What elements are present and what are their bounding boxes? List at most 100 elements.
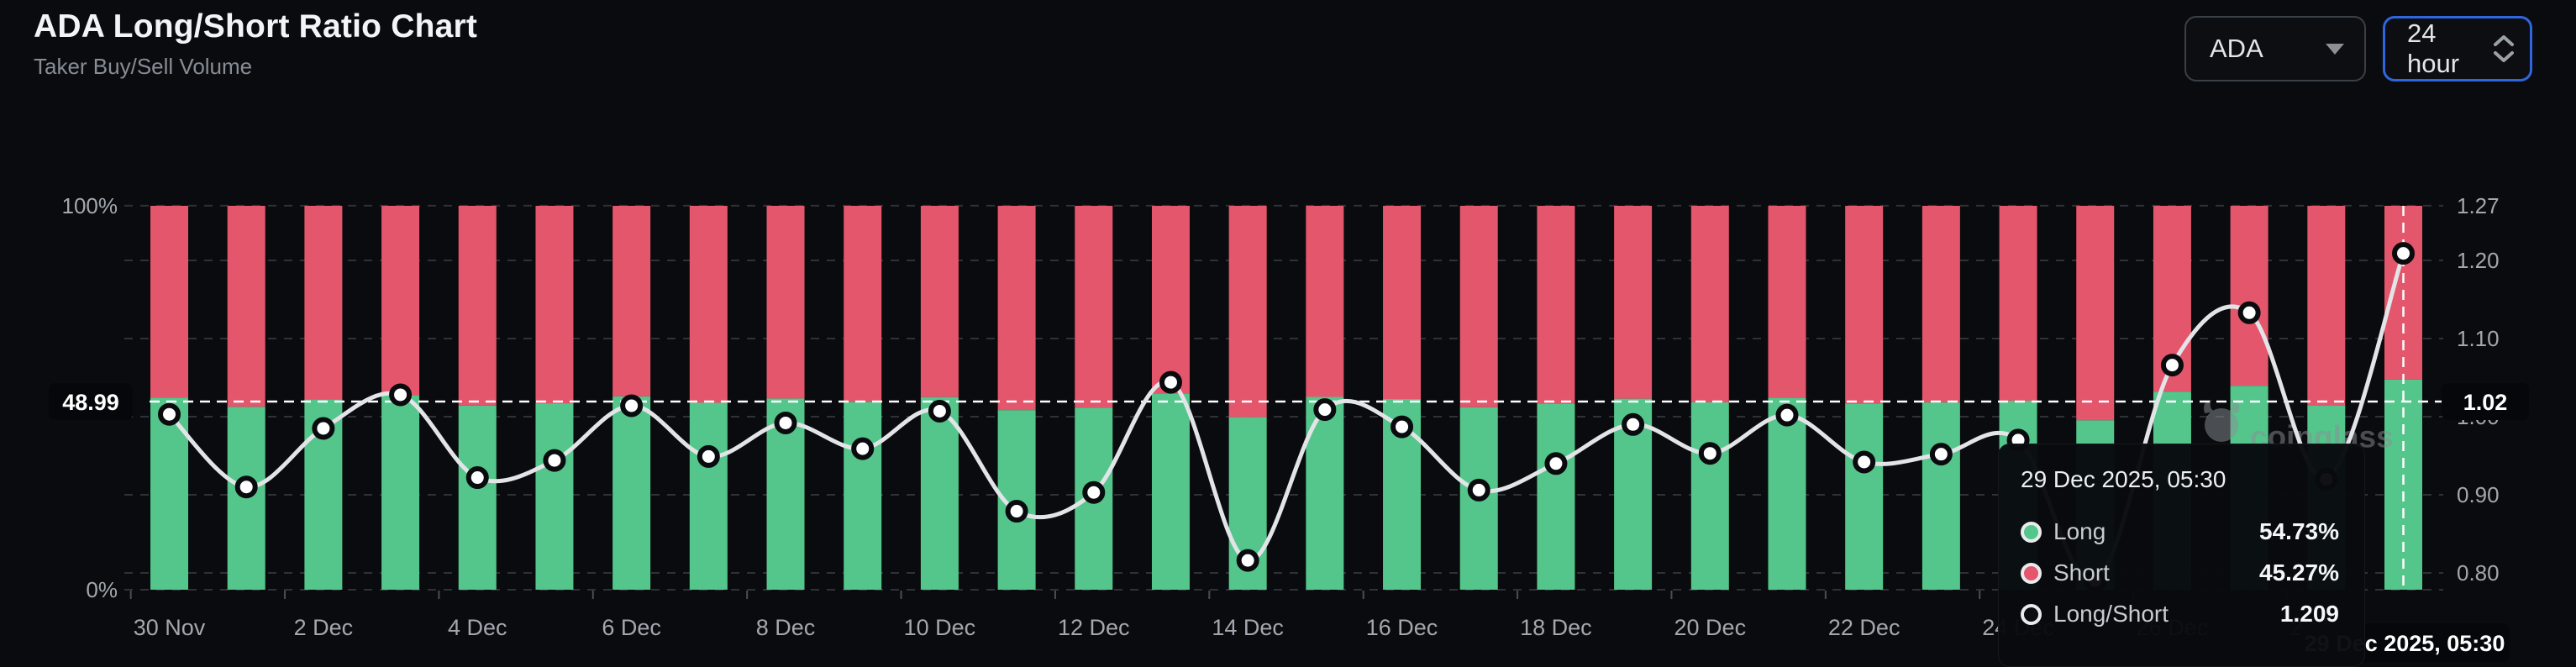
coin-select[interactable]: ADA [2184, 16, 2366, 81]
ratio-point[interactable] [1159, 370, 1182, 394]
short-bar[interactable] [1845, 206, 1884, 404]
long-bar[interactable] [1690, 402, 1729, 590]
ratio-point[interactable] [1698, 442, 1722, 465]
long-bar[interactable] [1537, 403, 1575, 590]
svg-text:100%: 100% [62, 193, 118, 218]
ratio-point[interactable] [1391, 415, 1414, 439]
short-bar[interactable] [1999, 206, 2037, 401]
short-bar[interactable] [1690, 206, 1729, 402]
short-bar[interactable] [304, 206, 343, 400]
ratio-point[interactable] [774, 411, 797, 434]
long-marker-icon [2021, 521, 2042, 543]
long-bar[interactable] [150, 397, 188, 590]
ratio-point[interactable] [312, 417, 335, 440]
svg-text:14 Dec: 14 Dec [1212, 615, 1284, 640]
svg-text:0%: 0% [86, 577, 118, 602]
short-bar[interactable] [612, 206, 651, 397]
short-bar[interactable] [381, 206, 420, 396]
ratio-point[interactable] [2237, 301, 2261, 324]
svg-text:30 Nov: 30 Nov [134, 615, 206, 640]
long-bar[interactable] [1151, 393, 1190, 590]
ratio-point[interactable] [1236, 549, 1259, 572]
short-bar[interactable] [1614, 206, 1653, 399]
long-bar[interactable] [381, 395, 420, 590]
long-bar[interactable] [920, 397, 959, 590]
short-bar[interactable] [689, 206, 728, 403]
ratio-point[interactable] [697, 444, 720, 468]
short-bar[interactable] [150, 206, 188, 398]
long-bar[interactable] [1921, 402, 1960, 590]
short-bar[interactable] [227, 206, 265, 407]
ratio-point[interactable] [620, 394, 644, 418]
svg-text:1.10: 1.10 [2457, 326, 2500, 351]
short-bar[interactable] [920, 206, 959, 397]
svg-text:22 Dec: 22 Dec [1828, 615, 1900, 640]
short-bar[interactable] [1768, 206, 1806, 398]
svg-text:48.99: 48.99 [62, 390, 119, 415]
ratio-point[interactable] [465, 466, 489, 490]
ratio-point[interactable] [851, 437, 875, 460]
tooltip-row-short: Short 45.27% [2021, 559, 2339, 586]
ratio-point[interactable] [2392, 242, 2416, 265]
coin-select-value: ADA [2210, 34, 2263, 63]
ratio-point[interactable] [158, 402, 181, 426]
svg-text:1.02: 1.02 [2463, 390, 2508, 415]
short-bar[interactable] [997, 206, 1036, 411]
page-subtitle: Taker Buy/Sell Volume [34, 54, 253, 79]
x-axis-ticks [129, 591, 2289, 599]
long-bar[interactable] [458, 405, 497, 590]
ratio-point[interactable] [543, 449, 566, 472]
short-bar[interactable] [844, 206, 882, 402]
svg-text:0.80: 0.80 [2457, 560, 2500, 586]
long-bar[interactable] [535, 403, 574, 590]
svg-text:1.27: 1.27 [2457, 193, 2500, 218]
long-bar[interactable] [844, 402, 882, 590]
short-bar[interactable] [2076, 206, 2115, 421]
svg-text:0.90: 0.90 [2457, 482, 2500, 507]
long-bar[interactable] [1845, 403, 1884, 590]
short-bar[interactable] [458, 206, 497, 406]
short-bar[interactable] [1921, 206, 1960, 403]
ratio-point[interactable] [1929, 443, 1953, 466]
short-bar[interactable] [1228, 206, 1267, 418]
ratio-point[interactable] [1853, 450, 1876, 474]
ratio-point[interactable] [1082, 481, 1106, 504]
short-bar[interactable] [1151, 206, 1190, 394]
svg-text:6 Dec: 6 Dec [602, 615, 661, 640]
page-title: ADA Long/Short Ratio Chart [34, 8, 478, 45]
short-bar[interactable] [766, 206, 805, 399]
crosshair-lines [150, 206, 2443, 590]
short-marker-icon [2021, 562, 2042, 584]
ratio-point[interactable] [1775, 403, 1799, 427]
svg-text:16 Dec: 16 Dec [1366, 615, 1438, 640]
short-bar[interactable] [1537, 206, 1575, 404]
ratio-point[interactable] [389, 383, 413, 407]
long-bar[interactable] [1768, 397, 1806, 590]
svg-text:12 Dec: 12 Dec [1058, 615, 1130, 640]
interval-select-value: 24 hour [2407, 18, 2460, 78]
tooltip-row-long: Long 54.73% [2021, 518, 2339, 545]
ratio-point[interactable] [234, 475, 258, 499]
svg-text:1.20: 1.20 [2457, 248, 2500, 273]
ratio-point[interactable] [2160, 354, 2184, 377]
interval-select[interactable]: 24 hour [2383, 16, 2532, 81]
long-bar[interactable] [612, 396, 651, 590]
ratio-point[interactable] [1622, 412, 1645, 436]
short-bar[interactable] [1459, 206, 1498, 407]
long-bar[interactable] [689, 402, 728, 590]
ratio-point[interactable] [1544, 452, 1568, 475]
ratio-point[interactable] [1005, 500, 1028, 523]
ratio-point[interactable] [1467, 478, 1490, 502]
short-bar[interactable] [1075, 206, 1113, 408]
short-bar[interactable] [2230, 206, 2268, 386]
short-bar[interactable] [2307, 206, 2346, 407]
tooltip-date: 29 Dec 2025, 05:30 [2021, 466, 2226, 492]
short-bar[interactable] [1306, 206, 1344, 397]
svg-text:20 Dec: 20 Dec [1674, 615, 1747, 640]
short-bar[interactable] [535, 206, 574, 404]
ratio-point[interactable] [1313, 398, 1337, 422]
svg-text:18 Dec: 18 Dec [1520, 615, 1592, 640]
ratio-point[interactable] [928, 399, 951, 423]
short-bar[interactable] [1383, 206, 1422, 400]
